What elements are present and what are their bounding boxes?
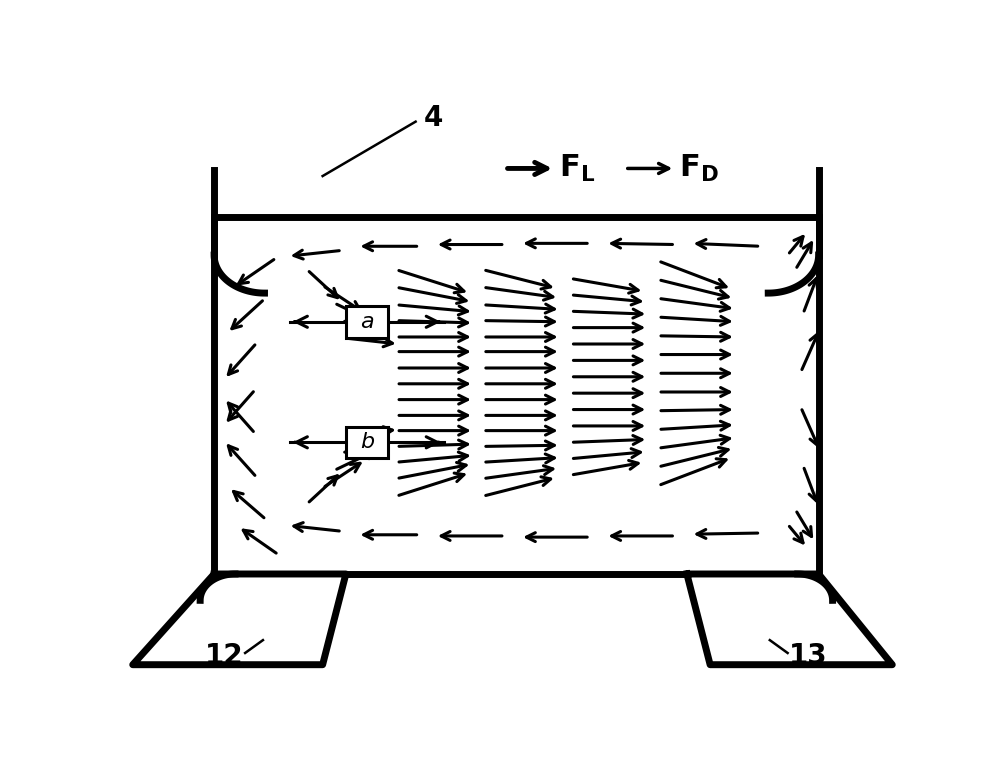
Polygon shape bbox=[687, 574, 892, 665]
Text: 13: 13 bbox=[789, 642, 828, 670]
FancyBboxPatch shape bbox=[346, 426, 388, 458]
Text: 4: 4 bbox=[423, 103, 443, 131]
Text: a: a bbox=[360, 312, 374, 332]
FancyBboxPatch shape bbox=[346, 306, 388, 337]
Polygon shape bbox=[133, 574, 346, 665]
Bar bbox=[214, 217, 819, 574]
Text: b: b bbox=[360, 432, 374, 452]
Text: 12: 12 bbox=[205, 642, 244, 670]
Text: $\mathbf{F_L}$: $\mathbf{F_L}$ bbox=[559, 153, 595, 184]
Text: $\mathbf{F_D}$: $\mathbf{F_D}$ bbox=[679, 153, 719, 184]
